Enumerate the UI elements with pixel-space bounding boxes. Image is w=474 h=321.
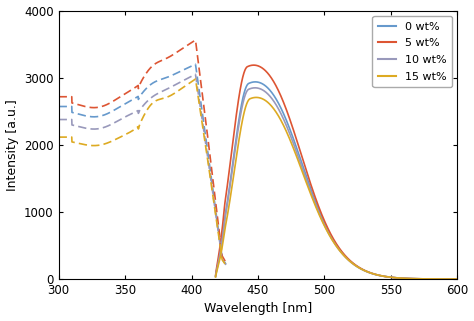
Y-axis label: Intensity [a.u.]: Intensity [a.u.] <box>6 99 18 191</box>
Legend: 0 wt%, 5 wt%, 10 wt%, 15 wt%: 0 wt%, 5 wt%, 10 wt%, 15 wt% <box>373 16 452 87</box>
X-axis label: Wavelength [nm]: Wavelength [nm] <box>204 302 312 316</box>
